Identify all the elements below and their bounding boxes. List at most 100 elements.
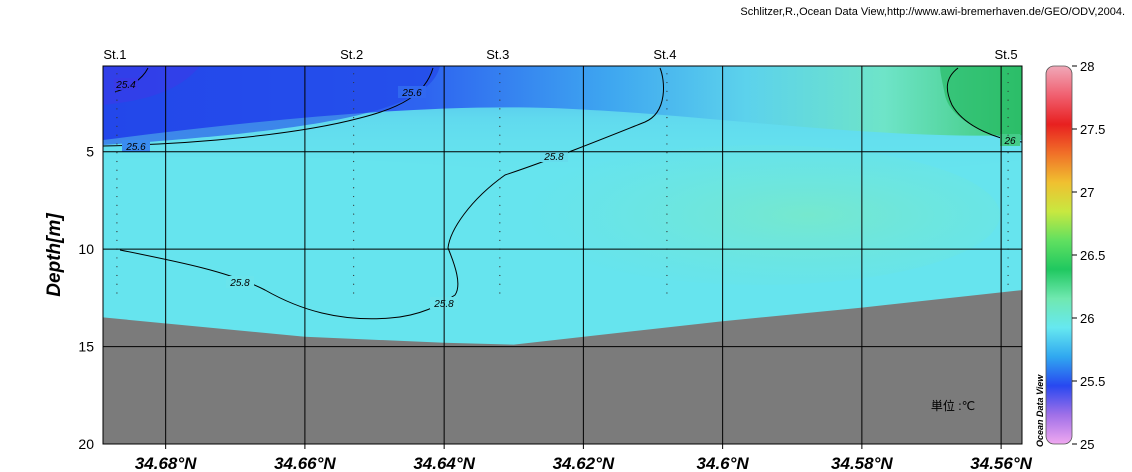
sample-dot [116,125,118,128]
sample-dot [353,169,355,171]
sample-dot [353,108,355,110]
sample-dot [666,152,668,154]
x-tick-label: 34.56°N [970,454,1032,472]
sample-dot [353,222,355,224]
sample-dot [116,292,118,294]
colorbar [1045,65,1073,445]
sample-dot [499,274,501,277]
sample-dot [499,187,501,189]
field-cold-core [103,66,440,145]
sample-dot [353,178,355,180]
station-label: St.4 [653,47,676,62]
sample-dot [666,204,668,206]
y-tick-label: 20 [78,436,94,452]
odv-watermark: Ocean Data View [1035,374,1045,447]
sample-dot [499,195,501,198]
sample-dot [1007,134,1009,136]
sample-dot [1007,266,1009,268]
sample-dot [499,160,501,163]
colorbar-tick-label: 26 [1080,311,1094,326]
sample-dot [666,195,668,198]
sample-dot [499,283,501,285]
sample-dot [1007,231,1009,233]
sample-dot [499,292,501,294]
x-tick-label: 34.58°N [831,454,893,472]
unit-label: 単位 :℃ [931,398,975,413]
sample-dot [666,90,668,92]
sample-dot [1007,257,1009,259]
contour-label: 25.8 [229,278,250,289]
sample-dot [499,266,501,268]
sample-dot [499,222,501,224]
sample-dot [116,204,118,206]
sample-dot [666,125,668,128]
sample-dot [499,143,501,145]
sample-dot [666,257,668,259]
sample-dot [666,99,668,101]
contour-label: 26 [1003,136,1016,147]
sample-dot [499,134,501,136]
sample-dot [1007,73,1009,75]
sample-dot [1007,81,1009,84]
seafloor [103,290,1022,444]
sample-dot [499,178,501,180]
colorbar-tick-label: 27 [1080,185,1094,200]
sample-dot [353,143,355,145]
sample-dot [1007,90,1009,92]
sample-dot [116,143,118,145]
sample-dot [666,266,668,268]
contour-label: 25.4 [115,80,136,91]
y-tick-label: 5 [86,144,94,160]
sample-dot [353,125,355,128]
sample-dot [666,292,668,294]
sample-dot [1007,204,1009,206]
sample-dot [353,73,355,75]
sample-dot [116,90,118,92]
sample-dot [1007,283,1009,285]
sample-dot [116,231,118,233]
colorbar-ticks: 25 25.5 26 26.5 27 27.5 28 [1072,59,1105,452]
contour-label: 25.6 [401,88,422,99]
sample-dot [1007,169,1009,171]
sample-dot [1007,125,1009,128]
contour-label: 25.8 [543,152,564,163]
sample-dot [666,108,668,110]
sample-dot [116,134,118,136]
sample-dot [353,213,355,215]
sample-dot [499,81,501,84]
sample-dot [353,152,355,154]
sample-dot [353,231,355,233]
sample-dot [116,169,118,171]
y-tick-label: 10 [78,241,94,257]
x-tick-label: 34.64°N [413,454,475,472]
sample-dot [116,73,118,75]
sample-dot [499,73,501,75]
station-label: St.5 [995,47,1018,62]
sample-dot [353,239,355,241]
sample-dot [1007,117,1009,119]
sample-dot [666,160,668,163]
sample-dot [666,117,668,119]
sample-dot [353,257,355,259]
sample-dot [116,81,118,84]
sample-dot [499,231,501,233]
sample-dot [116,160,118,163]
contour-label: 25.6 [125,142,146,153]
sample-dot [116,239,118,241]
sample-dot [116,213,118,215]
sample-dot [666,73,668,75]
sample-dot [1007,152,1009,154]
y-tick-label: 15 [78,339,94,355]
sample-dot [666,178,668,180]
y-axis-label: Depth[m] [44,213,65,297]
sample-dot [353,195,355,198]
field-bulge [520,145,1000,285]
station-labels: St.1 St.2 St.3 St.4 St.5 [103,47,1017,62]
sample-dot [1007,108,1009,110]
sample-dot [353,292,355,294]
sample-dot [1007,222,1009,224]
x-axis-ticks: 34.68°N 34.66°N 34.64°N 34.62°N 34.6°N 34.58°… [135,444,1033,472]
sample-dot [499,99,501,101]
sample-dot [1007,195,1009,198]
